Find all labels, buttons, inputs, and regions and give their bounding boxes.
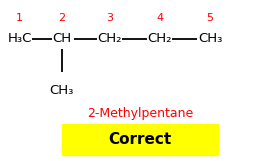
- Text: H₃C: H₃C: [7, 32, 32, 45]
- FancyBboxPatch shape: [62, 124, 218, 155]
- Text: 3: 3: [106, 13, 113, 23]
- Text: CH: CH: [52, 32, 71, 45]
- Text: 2: 2: [58, 13, 65, 23]
- Text: CH₂: CH₂: [97, 32, 122, 45]
- Text: 5: 5: [206, 13, 213, 23]
- Text: 4: 4: [156, 13, 163, 23]
- Text: CH₂: CH₂: [147, 32, 172, 45]
- Text: 1: 1: [16, 13, 23, 23]
- Text: 2-Methylpentane: 2-Methylpentane: [87, 107, 193, 120]
- Text: Correct: Correct: [108, 132, 172, 147]
- Text: CH₃: CH₃: [198, 32, 222, 45]
- Text: CH₃: CH₃: [49, 84, 74, 97]
